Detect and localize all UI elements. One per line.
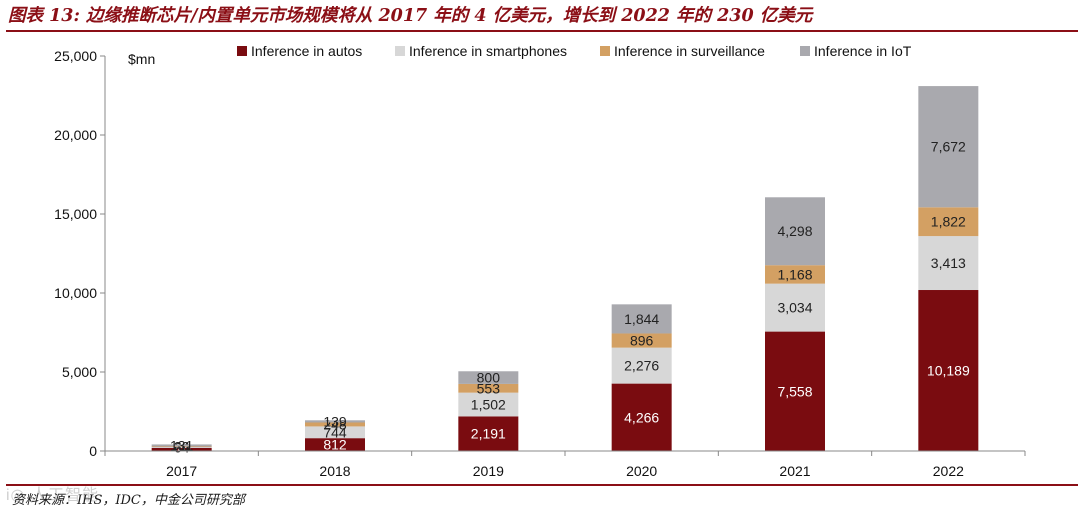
x-tick-label: 2019 (473, 463, 504, 479)
data-label: 553 (477, 380, 501, 396)
legend-label: Inference in smartphones (409, 43, 567, 59)
legend-item: Inference in surveillance (600, 43, 765, 59)
bar-segment (611, 347, 672, 384)
legend-swatch (237, 46, 247, 56)
bar-segment (151, 447, 212, 451)
legend-item: Inference in IoT (800, 43, 912, 59)
legend-item: Inference in smartphones (395, 43, 567, 59)
bar-segment (611, 333, 672, 348)
y-axis: 0 5,000 10,000 15,000 20,000 25,000 (54, 48, 106, 459)
bar-segment (765, 197, 825, 266)
legend-swatch (395, 46, 405, 56)
title-rule (6, 30, 1078, 32)
bar-segment (458, 392, 519, 417)
bar-segment (918, 236, 979, 291)
bar-segment (305, 426, 365, 439)
x-tick-label: 2020 (626, 463, 657, 479)
legend-label: Inference in surveillance (614, 43, 765, 59)
data-label: 3,413 (931, 255, 966, 271)
bar-segment (458, 371, 519, 384)
bar-group-2021: 7,558 3,034 1,168 4,298 (765, 197, 825, 451)
data-label: 10,189 (927, 363, 970, 379)
legend-swatch (800, 46, 810, 56)
bar-segment (918, 86, 979, 208)
bar-segment (611, 304, 672, 334)
data-label: 4,298 (777, 223, 812, 239)
data-label: 812 (323, 437, 347, 453)
bar-segment (918, 207, 979, 237)
data-label: 7,558 (777, 383, 812, 399)
bar-segment (918, 290, 979, 451)
bar-segment (611, 383, 672, 451)
data-label: 744 (323, 424, 347, 440)
data-label: 1,168 (777, 266, 812, 282)
legend-label: Inference in autos (251, 43, 362, 59)
y-tick-label: 20,000 (54, 127, 97, 143)
data-label: 800 (477, 370, 501, 386)
bar-segment (151, 446, 212, 447)
y-tick-label: 0 (89, 443, 97, 459)
bar-segment (151, 444, 212, 447)
data-label: 2,276 (624, 358, 659, 374)
bar-segment (305, 420, 365, 423)
data-label: 2,191 (471, 426, 506, 442)
bar-segment (765, 283, 825, 332)
bar-segment (765, 331, 825, 451)
data-label: 1,822 (931, 214, 966, 230)
data-label: 3,034 (777, 300, 812, 316)
x-axis: 2017 2018 2019 2020 2021 2022 (104, 450, 1026, 479)
y-axis-label: $mn (128, 51, 155, 67)
bar-segment (458, 383, 519, 393)
chart-title: 图表 13: 边缘推断芯片/内置单元市场规模将从 2017 年的 4 亿美元，增… (8, 6, 813, 26)
x-tick-label: 2022 (933, 463, 964, 479)
bar-group-2022: 10,189 3,413 1,822 7,672 (918, 86, 979, 451)
legend-label: Inference in IoT (814, 43, 912, 59)
x-tick-label: 2021 (779, 463, 810, 479)
bar-segment (151, 446, 212, 448)
legend-item: Inference in autos (237, 43, 362, 59)
data-label: 139 (323, 413, 347, 429)
y-tick-label: 25,000 (54, 48, 97, 64)
data-label: 7,672 (931, 139, 966, 155)
bar-segment (765, 265, 825, 284)
bar-group-2020: 4,266 2,276 896 1,844 (611, 304, 672, 451)
data-label: 896 (630, 333, 654, 349)
source-rule (6, 484, 1078, 486)
data-label: 1,502 (471, 397, 506, 413)
legend: Inference in autos Inference in smartphon… (237, 43, 912, 59)
bar-segment (305, 438, 365, 451)
watermark: i◎ 人工智能 (6, 487, 99, 504)
y-tick-label: 10,000 (54, 285, 97, 301)
y-tick-label: 5,000 (62, 364, 97, 380)
data-label: 4,266 (624, 409, 659, 425)
x-tick-label: 2017 (166, 463, 197, 479)
x-tick-label: 2018 (319, 463, 350, 479)
source-note: 资料来源：IHS，IDC，中金公司研究部 (12, 493, 245, 508)
bar-segment (458, 416, 519, 451)
data-label: 131 (170, 437, 194, 453)
bar-segment (305, 422, 365, 427)
stacked-bar-chart: Inference in autos Inference in smartphon… (54, 43, 1026, 479)
data-label: 1,844 (624, 311, 659, 327)
legend-swatch (600, 46, 610, 56)
y-tick-label: 15,000 (54, 206, 97, 222)
